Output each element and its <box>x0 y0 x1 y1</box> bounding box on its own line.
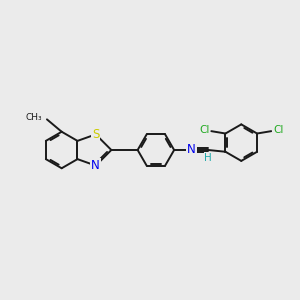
Text: S: S <box>92 128 99 141</box>
Text: CH₃: CH₃ <box>25 113 42 122</box>
Text: Cl: Cl <box>199 125 210 135</box>
Text: Cl: Cl <box>273 125 284 135</box>
Text: N: N <box>187 143 196 157</box>
Text: H: H <box>204 153 212 163</box>
Text: N: N <box>92 159 100 172</box>
